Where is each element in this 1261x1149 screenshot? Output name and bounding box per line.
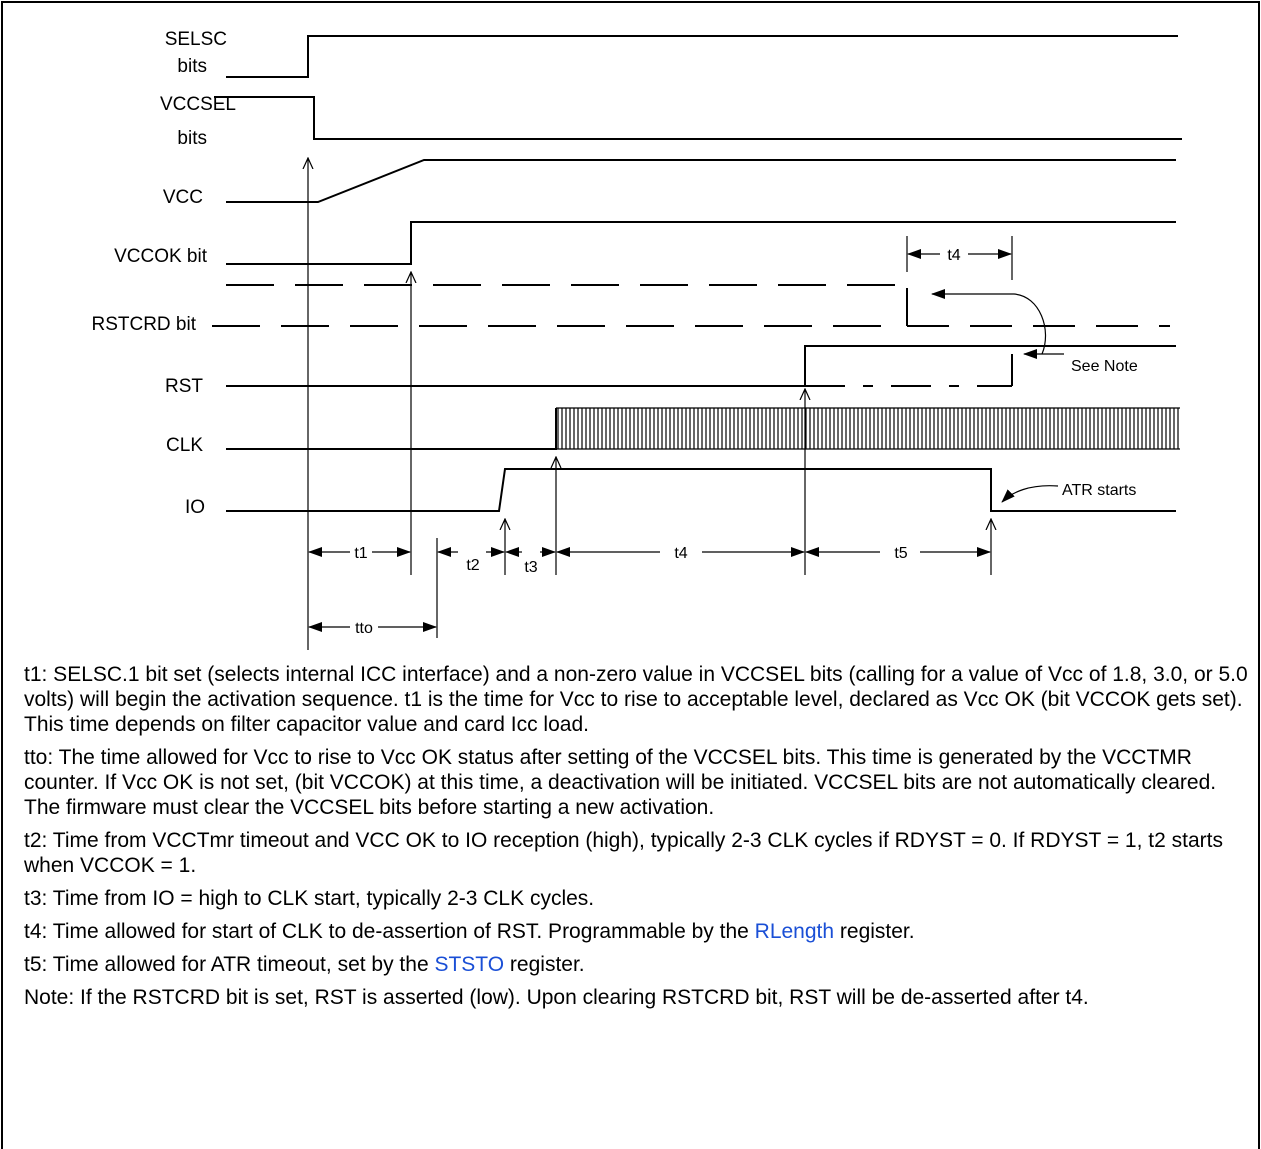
waveform-vccsel xyxy=(214,96,1182,140)
label-vccsel: VCCSEL xyxy=(160,94,236,115)
waveform-vcc xyxy=(226,159,1176,203)
label-io: IO xyxy=(185,497,205,518)
note-t2: t2: Time from VCCTmr timeout and VCC OK … xyxy=(24,829,1223,877)
note-tto: tto: The time allowed for Vcc to rise to… xyxy=(24,746,1217,819)
label-vccsel-bits: bits xyxy=(177,128,207,149)
interval-t4-upper: t4 xyxy=(947,247,960,264)
waveform-vccok xyxy=(226,221,1176,265)
interval-t4: t4 xyxy=(674,545,687,562)
note-rstcrd: Note: If the RSTCRD bit is set, RST is a… xyxy=(24,986,1089,1009)
interval-t5: t5 xyxy=(894,545,907,562)
waveform-clk-pulses xyxy=(557,408,1179,449)
waveform-rst xyxy=(226,345,1176,387)
note-t5-text: t5: Time allowed for ATR timeout, set by… xyxy=(24,953,435,976)
waveform-clk-low xyxy=(226,408,557,450)
waveform-io xyxy=(226,468,1176,512)
interval-t2: t2 xyxy=(466,557,479,574)
waveform-selsc xyxy=(226,35,1178,78)
note-t4-text: t4: Time allowed for start of CLK to de-… xyxy=(24,920,755,943)
label-rstcrd: RSTCRD bit xyxy=(91,314,196,335)
annotation-atr-starts: ATR starts xyxy=(1062,482,1136,499)
notes-section: t1: SELSC.1 bit set (selects internal IC… xyxy=(24,662,1254,1018)
note-t4: t4: Time allowed for start of CLK to de-… xyxy=(24,919,1254,944)
label-vccok: VCCOK bit xyxy=(114,246,208,267)
annotation-see-note: See Note xyxy=(1071,358,1138,375)
rlength-link[interactable]: RLength xyxy=(754,920,835,943)
label-selsc-bits: bits xyxy=(177,56,207,77)
note-t4-suffix: register. xyxy=(834,920,915,943)
label-rst: RST xyxy=(165,376,203,397)
note-t5-suffix: register. xyxy=(504,953,585,976)
interval-t1: t1 xyxy=(354,545,367,562)
label-clk: CLK xyxy=(166,435,203,456)
note-t1: t1: SELSC.1 bit set (selects internal IC… xyxy=(24,663,1248,736)
see-note-curve xyxy=(931,289,1047,355)
note-t3: t3: Time from IO = high to CLK start, ty… xyxy=(24,887,595,910)
interval-tto: tto xyxy=(355,620,373,637)
label-selsc: SELSC xyxy=(165,29,227,50)
interval-t3: t3 xyxy=(524,559,537,576)
atr-starts-arrow xyxy=(1001,485,1059,503)
note-t5: t5: Time allowed for ATR timeout, set by… xyxy=(24,952,1254,977)
ststo-link[interactable]: STSTO xyxy=(434,953,505,976)
label-vcc: VCC xyxy=(163,187,203,208)
